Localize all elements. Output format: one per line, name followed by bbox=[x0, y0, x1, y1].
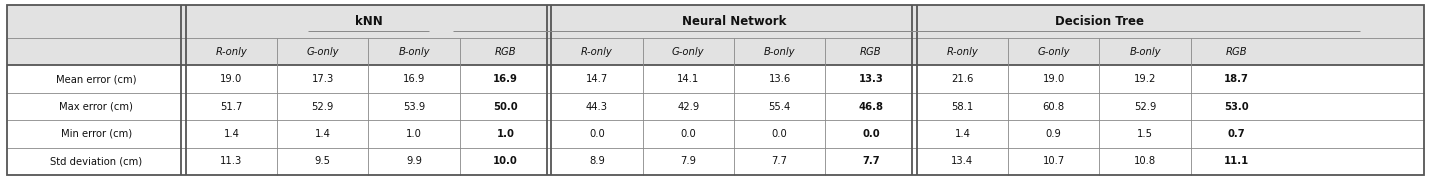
Text: 52.9: 52.9 bbox=[1133, 102, 1156, 112]
Text: B-only: B-only bbox=[1129, 47, 1161, 57]
Text: Min error (cm): Min error (cm) bbox=[62, 129, 132, 139]
Text: R-only: R-only bbox=[581, 47, 612, 57]
Text: Neural Network: Neural Network bbox=[681, 15, 786, 28]
Text: 0.0: 0.0 bbox=[861, 129, 880, 139]
Text: 7.7: 7.7 bbox=[771, 156, 787, 166]
Text: 46.8: 46.8 bbox=[859, 102, 883, 112]
Text: 0.0: 0.0 bbox=[771, 129, 787, 139]
Text: R-only: R-only bbox=[946, 47, 979, 57]
Text: 13.4: 13.4 bbox=[952, 156, 973, 166]
Text: Mean error (cm): Mean error (cm) bbox=[56, 74, 136, 84]
Text: G-only: G-only bbox=[306, 47, 339, 57]
Text: 53.0: 53.0 bbox=[1224, 102, 1249, 112]
Text: 10.8: 10.8 bbox=[1133, 156, 1156, 166]
Text: 0.0: 0.0 bbox=[590, 129, 605, 139]
Text: Decision Tree: Decision Tree bbox=[1055, 15, 1143, 28]
Text: 14.7: 14.7 bbox=[585, 74, 608, 84]
Text: 60.8: 60.8 bbox=[1043, 102, 1065, 112]
Text: 50.0: 50.0 bbox=[494, 102, 518, 112]
Text: G-only: G-only bbox=[673, 47, 704, 57]
Text: 0.7: 0.7 bbox=[1228, 129, 1245, 139]
Bar bbox=[7, 5, 1424, 66]
Text: 16.9: 16.9 bbox=[404, 74, 425, 84]
Text: 51.7: 51.7 bbox=[220, 102, 242, 112]
Bar bbox=[7, 65, 1424, 175]
Text: kNN: kNN bbox=[355, 15, 382, 28]
Text: 9.5: 9.5 bbox=[315, 156, 331, 166]
Text: 16.9: 16.9 bbox=[494, 74, 518, 84]
Text: 55.4: 55.4 bbox=[768, 102, 791, 112]
Text: 53.9: 53.9 bbox=[404, 102, 425, 112]
Text: 8.9: 8.9 bbox=[590, 156, 605, 166]
Text: RGB: RGB bbox=[1226, 47, 1248, 57]
Text: Max error (cm): Max error (cm) bbox=[60, 102, 133, 112]
Text: 52.9: 52.9 bbox=[312, 102, 333, 112]
Text: 9.9: 9.9 bbox=[406, 156, 422, 166]
Text: 19.0: 19.0 bbox=[1043, 74, 1065, 84]
Text: 7.9: 7.9 bbox=[680, 156, 697, 166]
Text: 7.7: 7.7 bbox=[861, 156, 880, 166]
Text: Std deviation (cm): Std deviation (cm) bbox=[50, 156, 143, 166]
Text: 1.4: 1.4 bbox=[315, 129, 331, 139]
Text: 0.0: 0.0 bbox=[680, 129, 695, 139]
Text: RGB: RGB bbox=[860, 47, 881, 57]
Text: 17.3: 17.3 bbox=[312, 74, 333, 84]
Text: 19.2: 19.2 bbox=[1133, 74, 1156, 84]
Text: 21.6: 21.6 bbox=[952, 74, 973, 84]
Text: 19.0: 19.0 bbox=[220, 74, 242, 84]
Text: 1.5: 1.5 bbox=[1138, 129, 1153, 139]
Text: 10.7: 10.7 bbox=[1043, 156, 1065, 166]
Text: 1.0: 1.0 bbox=[497, 129, 514, 139]
Text: 10.0: 10.0 bbox=[494, 156, 518, 166]
Text: G-only: G-only bbox=[1037, 47, 1070, 57]
Text: 44.3: 44.3 bbox=[585, 102, 608, 112]
Text: 18.7: 18.7 bbox=[1224, 74, 1249, 84]
Text: B-only: B-only bbox=[398, 47, 429, 57]
Text: 11.3: 11.3 bbox=[220, 156, 242, 166]
Text: R-only: R-only bbox=[216, 47, 248, 57]
Text: 1.4: 1.4 bbox=[223, 129, 239, 139]
Text: 1.4: 1.4 bbox=[954, 129, 970, 139]
Text: 42.9: 42.9 bbox=[677, 102, 700, 112]
Text: 14.1: 14.1 bbox=[677, 74, 700, 84]
Text: 13.6: 13.6 bbox=[768, 74, 791, 84]
Text: 13.3: 13.3 bbox=[859, 74, 883, 84]
Text: 0.9: 0.9 bbox=[1046, 129, 1062, 139]
Text: 58.1: 58.1 bbox=[952, 102, 973, 112]
Text: 11.1: 11.1 bbox=[1224, 156, 1249, 166]
Text: 1.0: 1.0 bbox=[406, 129, 422, 139]
Text: RGB: RGB bbox=[495, 47, 517, 57]
Text: B-only: B-only bbox=[764, 47, 796, 57]
